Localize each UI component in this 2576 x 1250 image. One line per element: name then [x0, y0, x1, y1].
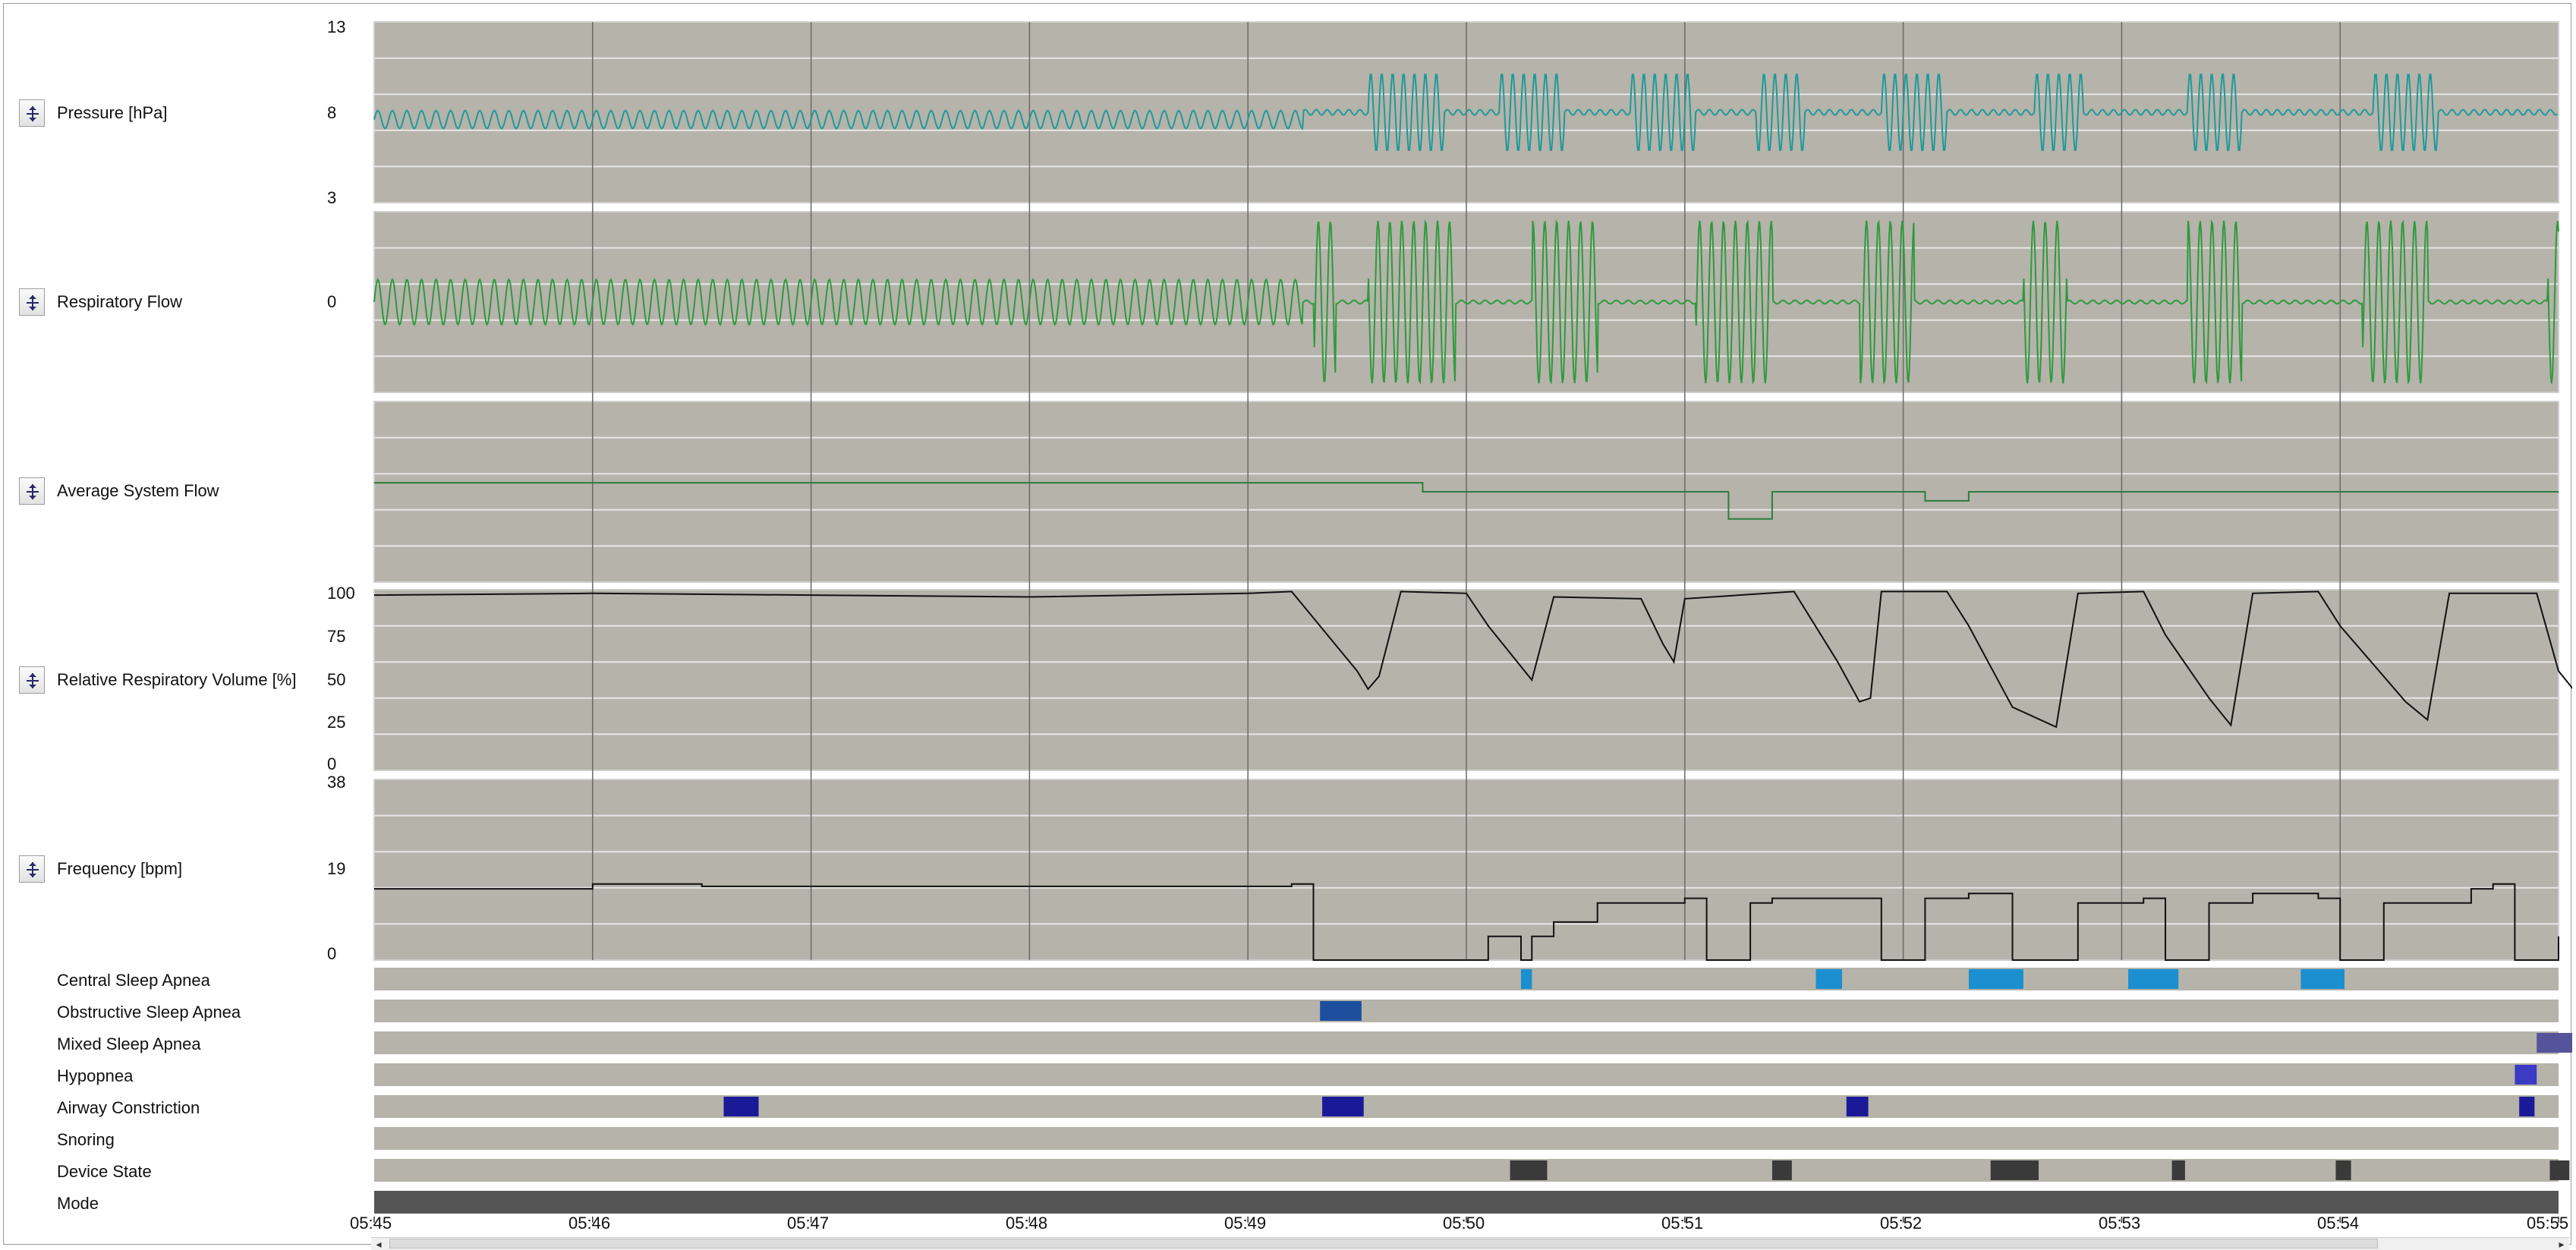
x-tick-label: 05:45	[350, 1214, 392, 1233]
chart-window: Pressure [hPa] Respiratory Flow Average …	[3, 3, 2572, 1250]
pressure-y-tick: 3	[327, 188, 337, 207]
scroll-right-icon[interactable]: ▸	[2559, 1238, 2565, 1250]
event-csa-mark	[1815, 969, 1843, 989]
freq-y-tick: 0	[327, 944, 337, 963]
event-osa-mark	[1320, 1001, 1362, 1021]
x-tick-label: 05:49	[1224, 1214, 1267, 1233]
avgflow-series-line	[374, 482, 2559, 520]
panel-label-avgflow: Average System Flow	[57, 481, 219, 500]
zoom-icon	[27, 673, 39, 688]
event-label-ac: Airway Constriction	[57, 1098, 200, 1117]
x-tick-label: 05:51	[1661, 1214, 1704, 1233]
freq-y-tick: 38	[327, 773, 346, 792]
zoom-freq-button[interactable]	[19, 855, 45, 883]
event-row-osa-track	[374, 1000, 2559, 1022]
event-ac-mark	[1846, 1097, 1869, 1116]
zoom-flow-button[interactable]	[19, 288, 45, 316]
relvol-y-tick: 100	[327, 584, 355, 603]
x-tick-label: 05:52	[1880, 1214, 1923, 1233]
horizontal-scrollbar[interactable]: ◂ ▸	[371, 1237, 2569, 1250]
x-tick-label: 05:54	[2317, 1214, 2360, 1233]
x-tick-label: 05:47	[787, 1214, 830, 1233]
freq-series-line	[374, 883, 2559, 961]
flow-series-line	[373, 219, 2559, 385]
relvol-y-tick: 25	[327, 713, 346, 732]
event-dev-mark	[2549, 1160, 2570, 1180]
event-row-csa-track	[374, 968, 2559, 990]
event-label-osa: Obstructive Sleep Apnea	[57, 1003, 241, 1022]
zoom-avgflow-button[interactable]	[19, 477, 45, 505]
event-row-hyp-track	[374, 1063, 2559, 1086]
panel-label-freq: Frequency [bpm]	[57, 859, 183, 878]
event-msa-mark	[2537, 1033, 2572, 1053]
panel-label-relvol: Relative Respiratory Volume [%]	[57, 670, 297, 689]
pressure-y-tick: 8	[327, 103, 337, 122]
event-dev-mark	[1990, 1160, 2039, 1180]
event-label-msa: Mixed Sleep Apnea	[57, 1034, 201, 1053]
event-ac-mark	[1322, 1097, 1364, 1116]
relvol-y-tick: 0	[327, 754, 337, 773]
event-row-dev-track	[374, 1159, 2559, 1182]
event-csa-mark	[2128, 969, 2179, 989]
event-row-snore-track	[374, 1127, 2559, 1150]
x-tick-label: 05:48	[1006, 1214, 1048, 1233]
x-tick-label: 05:55	[2527, 1214, 2569, 1233]
zoom-pressure-button[interactable]	[19, 99, 45, 127]
chart-canvas	[373, 21, 2572, 1223]
event-label-mode: Mode	[57, 1194, 99, 1213]
x-tick-label: 05:53	[2099, 1214, 2141, 1233]
relvol-y-tick: 50	[327, 670, 346, 689]
event-csa-mark	[1520, 969, 1532, 989]
event-row-ac-track	[374, 1095, 2559, 1118]
pressure-series-line	[373, 74, 2559, 151]
event-row-msa-track	[374, 1031, 2559, 1054]
zoom-icon	[27, 106, 39, 121]
zoom-icon	[27, 862, 39, 877]
panel-label-flow: Respiratory Flow	[57, 292, 183, 311]
zoom-relvol-button[interactable]	[19, 666, 45, 694]
pressure-y-tick: 13	[327, 17, 346, 36]
zoom-icon	[27, 484, 39, 499]
relvol-y-tick: 75	[327, 627, 346, 646]
event-csa-mark	[1968, 969, 2023, 989]
event-dev-mark	[1771, 1160, 1792, 1180]
event-label-snore: Snoring	[57, 1130, 115, 1149]
event-row-mode-track	[374, 1191, 2559, 1214]
relvol-series-line	[373, 590, 2572, 729]
panel-label-pressure: Pressure [hPa]	[57, 103, 168, 122]
freq-y-tick: 19	[327, 859, 346, 878]
x-tick-label: 05:46	[568, 1214, 611, 1233]
scroll-thumb[interactable]	[389, 1239, 2378, 1248]
scroll-left-icon[interactable]: ◂	[376, 1238, 382, 1250]
flow-y-tick: 0	[327, 292, 337, 311]
event-label-dev: Device State	[57, 1162, 152, 1181]
zoom-icon	[27, 295, 39, 310]
event-dev-mark	[2335, 1160, 2351, 1180]
event-hyp-mark	[2515, 1065, 2537, 1085]
event-label-csa: Central Sleep Apnea	[57, 971, 210, 990]
x-tick-label: 05:50	[1443, 1214, 1485, 1233]
event-ac-mark	[2519, 1097, 2535, 1116]
event-ac-mark	[723, 1097, 759, 1116]
event-dev-mark	[1510, 1160, 1548, 1180]
event-dev-mark	[2171, 1160, 2185, 1180]
event-label-hyp: Hypopnea	[57, 1066, 134, 1085]
event-csa-mark	[2300, 969, 2345, 989]
